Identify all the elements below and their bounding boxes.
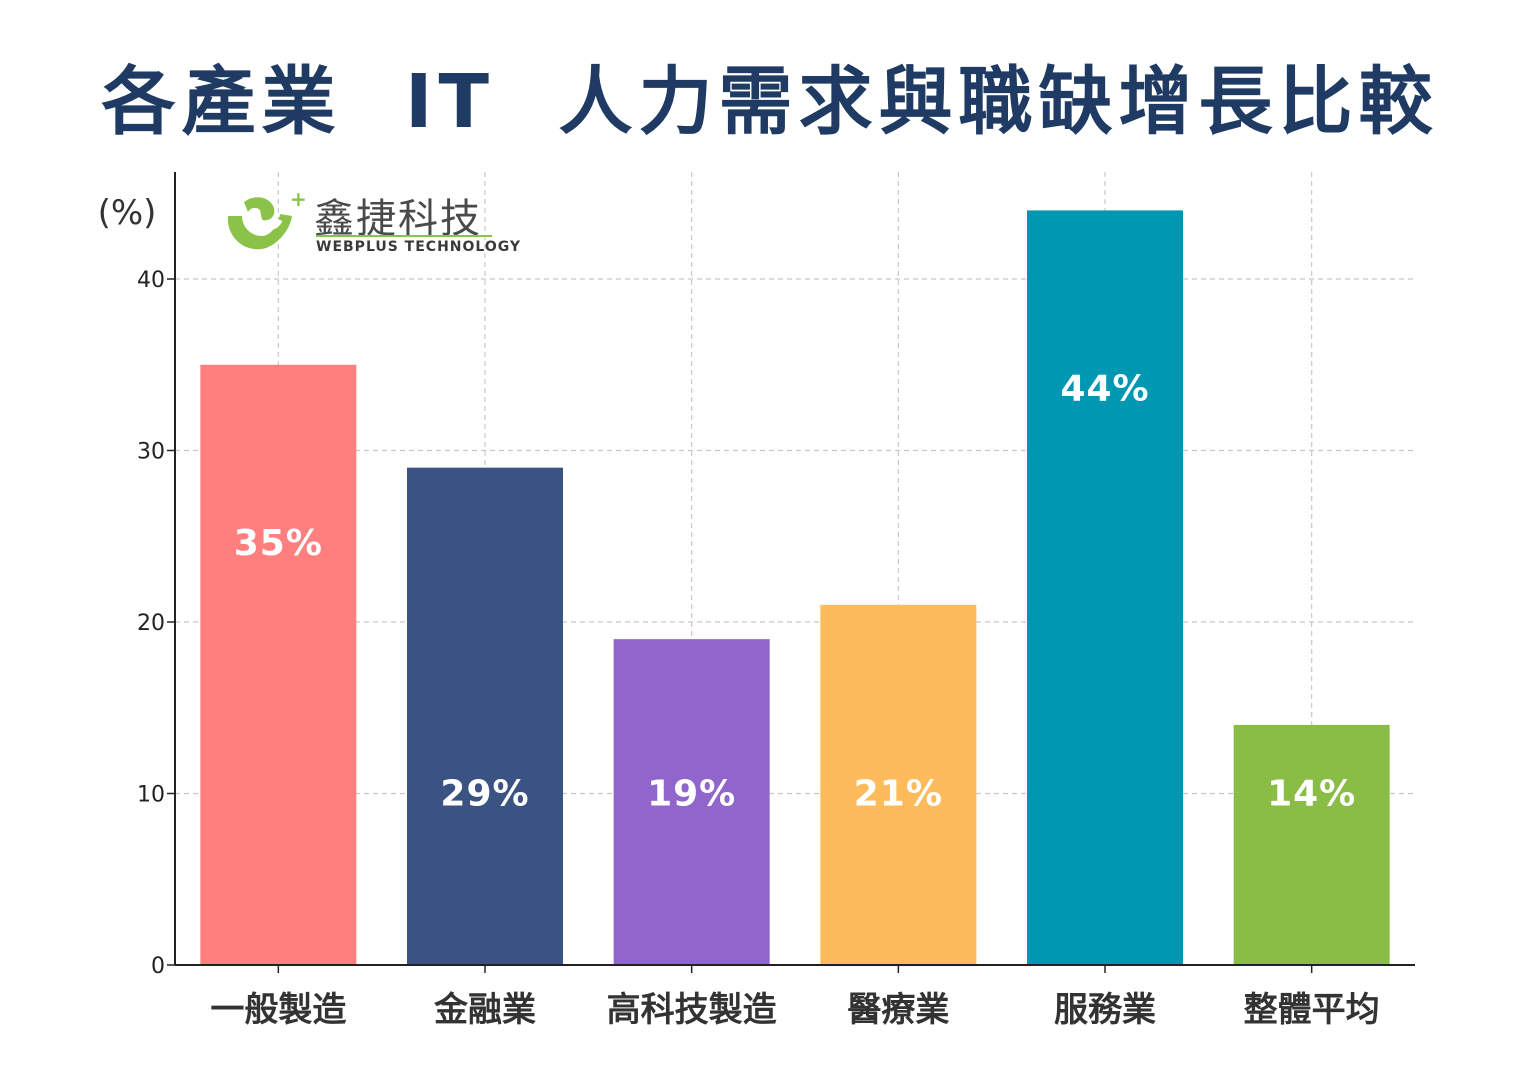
data-label: 19%	[647, 774, 736, 815]
data-label: 35%	[234, 523, 323, 564]
data-label: 29%	[440, 774, 529, 815]
y-tick-label: 0	[151, 954, 165, 979]
data-labels: 35% 29% 19% 21% 44% 14%	[234, 368, 1356, 815]
bar-4	[820, 604, 977, 965]
data-label: 14%	[1267, 774, 1356, 815]
bar-3	[613, 639, 770, 965]
svg-text:+: +	[290, 187, 306, 211]
bar-2	[407, 467, 563, 965]
logo-underline	[316, 235, 492, 237]
data-label: 44%	[1060, 368, 1149, 409]
company-logo: + 鑫捷科技 WEBPLUS TECHNOLOGY	[220, 186, 520, 260]
webplus-logo-icon: +	[227, 187, 306, 250]
bar-6	[1233, 724, 1390, 965]
y-tick-label: 20	[137, 611, 165, 636]
x-tick-label: 服務業	[1054, 990, 1156, 1030]
x-tick-label: 一般製造	[210, 990, 346, 1030]
bar-5	[1027, 210, 1183, 965]
x-tick-label: 金融業	[433, 990, 536, 1030]
grid-lines	[175, 172, 1415, 965]
y-axis-label: (%)	[98, 193, 157, 233]
axes	[174, 172, 1415, 973]
logo-chinese-name: 鑫捷科技	[314, 196, 482, 242]
x-tick-label: 高科技製造	[607, 990, 777, 1030]
data-label: 21%	[854, 774, 943, 815]
bars	[200, 210, 1390, 965]
y-ticks: 0 10 20 30 40	[137, 268, 175, 979]
y-tick-label: 40	[137, 268, 165, 293]
logo-english-name: WEBPLUS TECHNOLOGY	[316, 239, 522, 255]
x-tick-label: 醫療業	[847, 990, 949, 1030]
bar-1	[200, 364, 357, 965]
x-tick-labels: 一般製造 金融業 高科技製造 醫療業 服務業 整體平均	[210, 990, 1379, 1030]
chart-title: 各產業 IT 人力需求與職缺增長比較	[101, 59, 1439, 145]
x-tick-label: 整體平均	[1244, 990, 1380, 1030]
y-tick-label: 30	[137, 440, 165, 465]
y-tick-label: 10	[137, 783, 165, 808]
